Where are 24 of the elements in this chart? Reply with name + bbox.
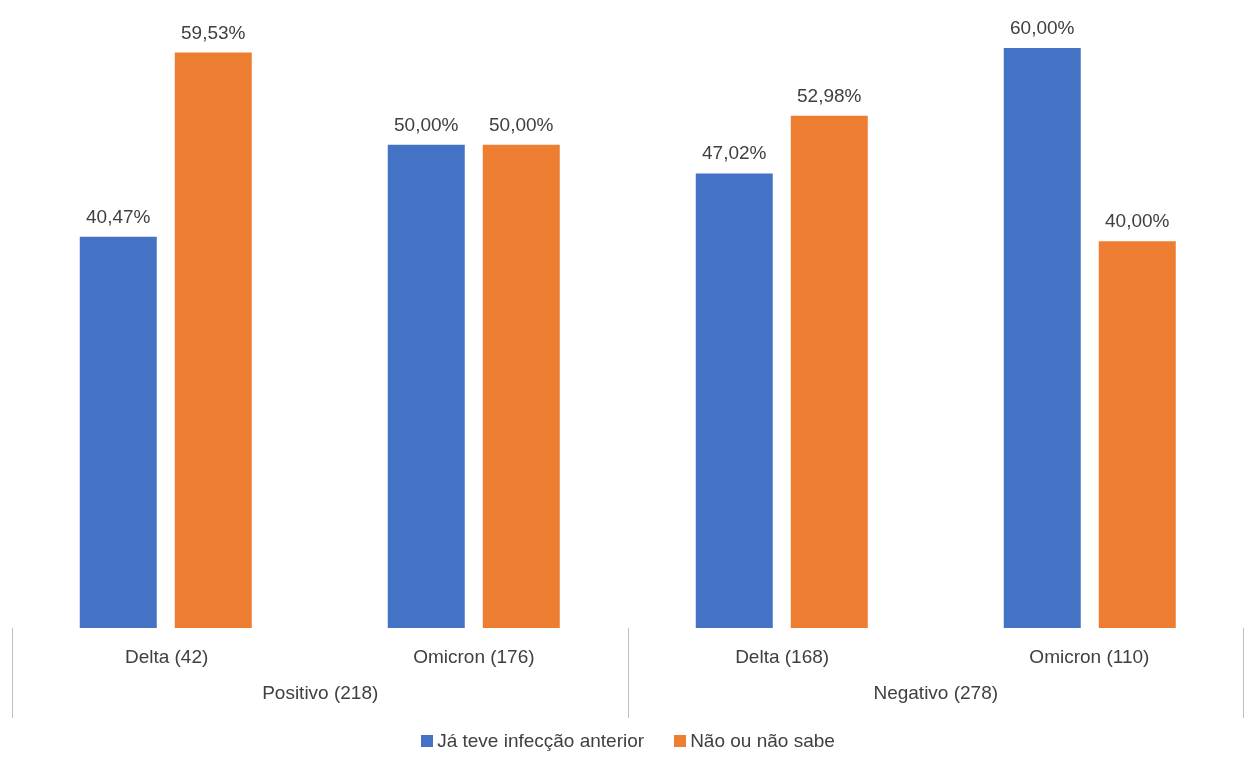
bar: [1003, 48, 1081, 628]
bar: [174, 52, 252, 628]
data-label: 50,00%: [489, 113, 554, 135]
bar: [387, 144, 465, 628]
bar: [695, 173, 773, 628]
bar: [79, 236, 157, 628]
data-label: 52,98%: [797, 84, 862, 106]
data-label: 47,02%: [702, 142, 767, 164]
x-tick-label: Omicron (176): [412, 645, 536, 669]
legend-label: Não ou não sabe: [690, 730, 835, 752]
x-tick-label: Omicron (110): [1028, 645, 1151, 669]
data-label: 60,00%: [1010, 17, 1075, 38]
text: Positivo (218): [261, 681, 380, 705]
bar: [790, 115, 868, 628]
bar: [1098, 241, 1176, 628]
data-label: 50,00%: [394, 113, 459, 135]
data-label: 40,00%: [1105, 210, 1170, 232]
data-label: 59,53%: [181, 21, 246, 43]
legend-label: Já teve infecção anterior: [437, 730, 645, 752]
data-label: 40,47%: [86, 205, 151, 227]
x-tick-label: Delta (42): [123, 645, 210, 669]
bar: [482, 144, 560, 628]
text: Negativo (278): [627, 676, 1243, 718]
x-tick-label: Delta (168): [627, 628, 936, 676]
